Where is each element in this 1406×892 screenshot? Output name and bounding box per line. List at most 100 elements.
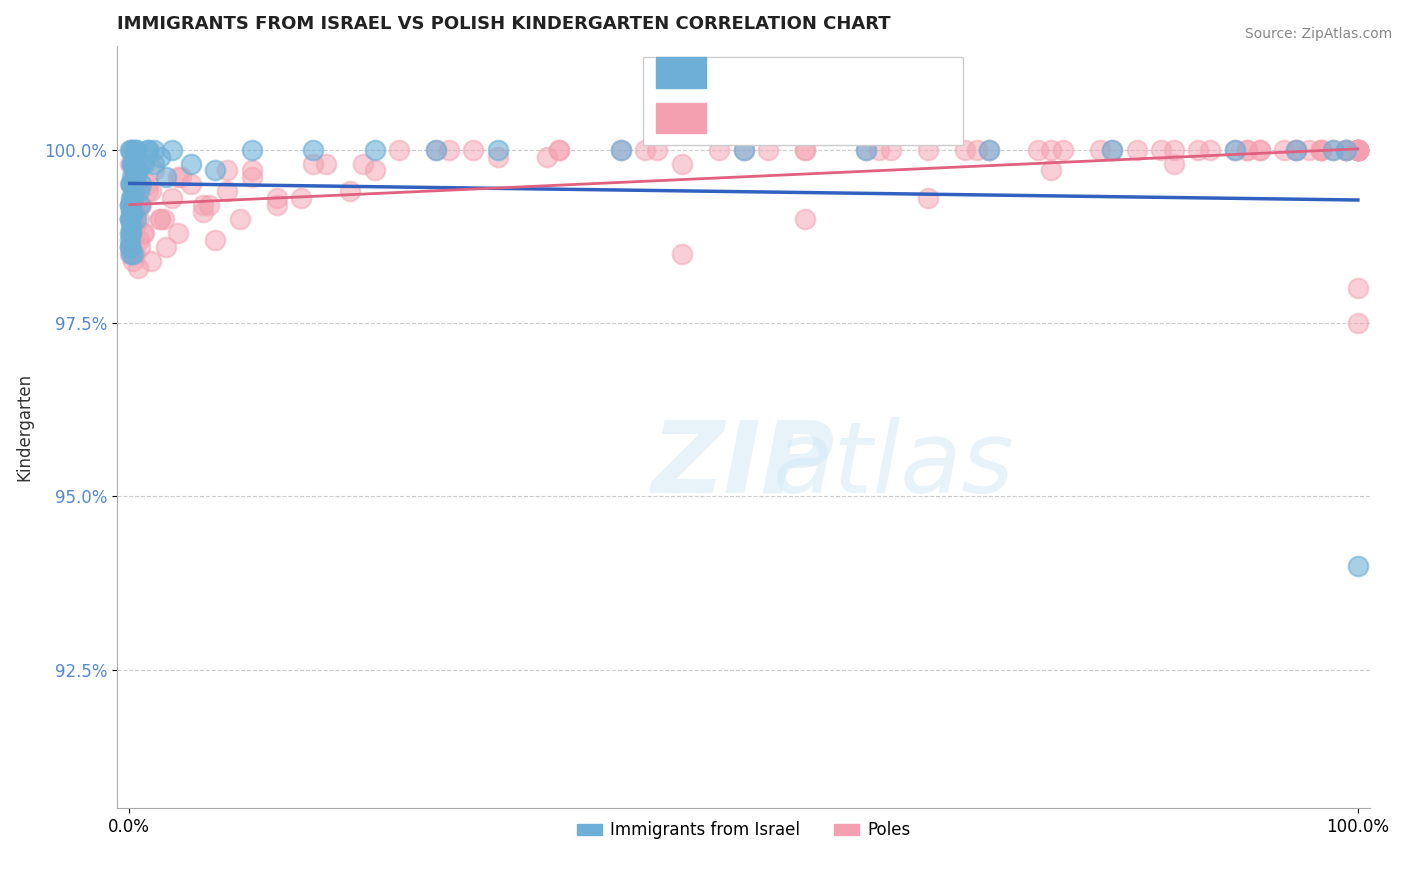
Point (124, 246, 146, 260)
Point (486, 143, 509, 157)
Point (120, 240, 142, 254)
Point (128, 184, 150, 198)
Point (118, 240, 141, 254)
Point (142, 156, 165, 170)
Point (129, 240, 152, 254)
Text: Source: ZipAtlas.com: Source: ZipAtlas.com (1244, 27, 1392, 41)
Point (129, 198, 152, 212)
Point (125, 143, 148, 157)
Point (1347, 316, 1369, 330)
Point (127, 198, 149, 212)
Point (121, 191, 143, 205)
Point (609, 143, 631, 157)
Point (1347, 143, 1369, 157)
Point (217, 163, 239, 178)
Point (1334, 143, 1357, 157)
Point (855, 143, 877, 157)
Point (1163, 156, 1185, 170)
Point (979, 143, 1001, 157)
Point (121, 143, 143, 157)
Point (149, 212, 172, 227)
Point (136, 178, 159, 192)
Point (1285, 143, 1308, 157)
Point (1347, 143, 1369, 157)
Text: 124: 124 (900, 114, 938, 132)
Point (180, 178, 202, 192)
Point (118, 212, 141, 227)
Point (302, 156, 325, 170)
Point (868, 143, 890, 157)
Point (1347, 143, 1369, 157)
Point (155, 170, 177, 185)
Text: R =: R = (675, 114, 725, 132)
Point (155, 240, 177, 254)
Point (124, 163, 146, 178)
Point (149, 150, 172, 164)
Point (1334, 143, 1357, 157)
Point (290, 191, 312, 205)
Point (1285, 143, 1308, 157)
Point (121, 219, 143, 233)
Point (121, 226, 143, 240)
Legend: Immigrants from Israel, Poles: Immigrants from Israel, Poles (571, 814, 917, 846)
Point (1310, 143, 1333, 157)
Point (122, 178, 145, 192)
Point (240, 163, 263, 178)
Point (240, 143, 263, 157)
Point (707, 143, 730, 157)
Point (634, 143, 657, 157)
Text: 66: 66 (900, 69, 925, 87)
Point (953, 143, 976, 157)
Point (647, 143, 669, 157)
Point (121, 170, 143, 185)
Point (121, 191, 143, 205)
Point (120, 212, 142, 227)
Point (855, 143, 877, 157)
Point (132, 226, 155, 240)
Point (121, 178, 143, 192)
Point (120, 240, 142, 254)
Point (204, 233, 226, 247)
Point (120, 191, 142, 205)
Point (1347, 281, 1369, 295)
Point (170, 170, 193, 185)
Text: N =: N = (825, 69, 876, 87)
Point (1187, 143, 1209, 157)
Point (425, 143, 447, 157)
Point (463, 143, 485, 157)
Point (141, 253, 163, 268)
Point (136, 184, 159, 198)
Point (1088, 143, 1111, 157)
Point (1347, 143, 1369, 157)
Point (794, 143, 817, 157)
Point (1249, 143, 1271, 157)
FancyBboxPatch shape (643, 57, 963, 145)
Point (1272, 143, 1295, 157)
Point (733, 143, 755, 157)
Point (1236, 143, 1258, 157)
Point (121, 156, 143, 170)
Point (1347, 143, 1369, 157)
Point (125, 184, 148, 198)
Point (122, 156, 145, 170)
Point (794, 143, 817, 157)
Point (142, 163, 165, 178)
Text: R =: R = (675, 69, 725, 87)
Point (152, 212, 174, 227)
Point (160, 143, 183, 157)
Point (124, 170, 146, 185)
Y-axis label: Kindergarten: Kindergarten (15, 373, 32, 481)
Point (266, 191, 288, 205)
Point (120, 178, 142, 192)
Point (120, 212, 142, 227)
Point (167, 170, 190, 185)
Point (1199, 143, 1222, 157)
Point (120, 143, 142, 157)
Text: IMMIGRANTS FROM ISRAEL VS POLISH KINDERGARTEN CORRELATION CHART: IMMIGRANTS FROM ISRAEL VS POLISH KINDERG… (117, 15, 890, 33)
Point (180, 156, 202, 170)
Point (536, 150, 558, 164)
Point (120, 219, 142, 233)
Text: 0.490: 0.490 (749, 69, 807, 87)
Point (315, 156, 337, 170)
Point (142, 143, 165, 157)
